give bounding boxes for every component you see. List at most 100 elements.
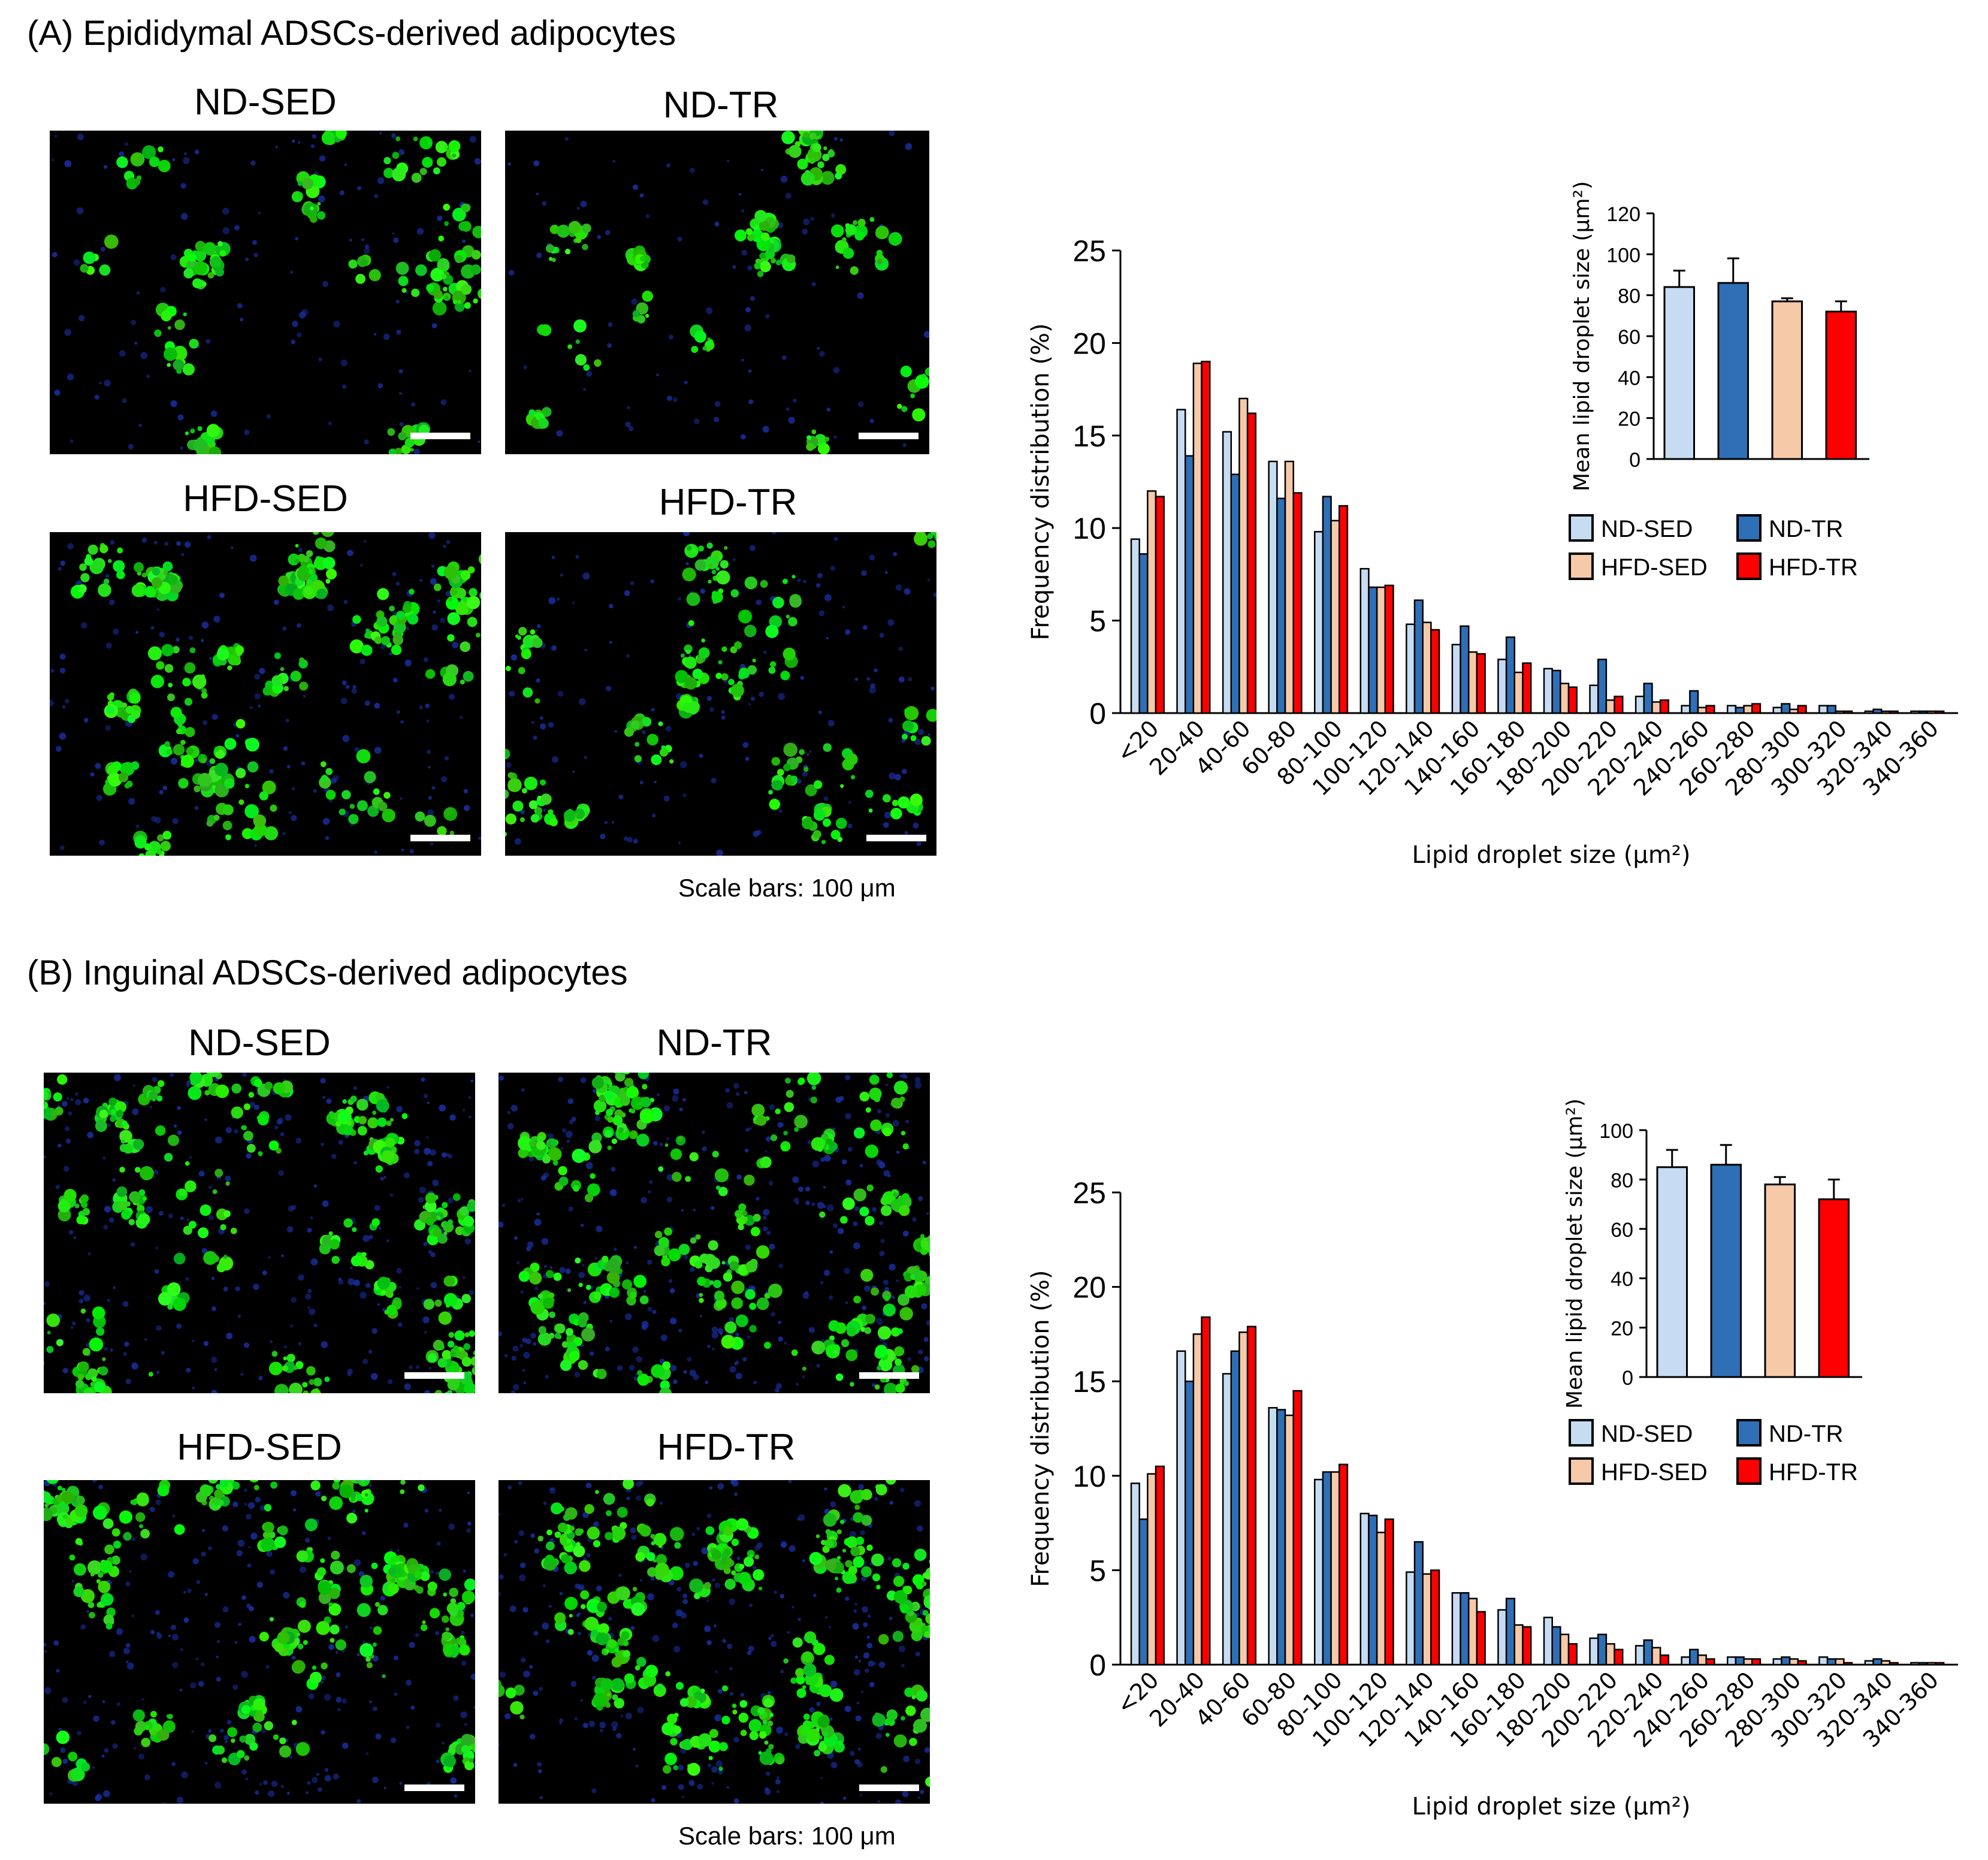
nucleus-dot (212, 1306, 217, 1311)
nucleus-dot (766, 1230, 771, 1236)
nucleus-dot (521, 1088, 525, 1092)
lipid-droplet (768, 790, 773, 795)
nucleus-dot (112, 1178, 116, 1182)
lipid-droplet (174, 319, 185, 330)
bar-nd-tr (1138, 1518, 1149, 1666)
nucleus-dot (380, 644, 386, 650)
lipid-droplet (765, 624, 779, 638)
lipid-droplet (289, 1382, 303, 1393)
bar-nd-sed (1589, 684, 1599, 714)
nucleus-dot (331, 1154, 337, 1160)
legend-swatch (1569, 552, 1594, 580)
nucleus-dot (522, 1369, 525, 1372)
lipid-droplet (443, 1221, 448, 1226)
lipid-droplet (790, 775, 798, 783)
nucleus-dot (690, 1267, 695, 1272)
nucleus-dot (523, 365, 528, 370)
nucleus-dot (70, 439, 74, 443)
lipid-droplet (44, 1106, 46, 1116)
nucleus-dot (430, 1282, 437, 1288)
lipid-droplet (868, 808, 873, 813)
nucleus-dot (780, 176, 788, 183)
nucleus-dot (156, 1370, 160, 1374)
lipid-droplet (537, 795, 542, 801)
nucleus-dot (916, 841, 922, 847)
nucleus-dot (895, 584, 902, 591)
nucleus-dot (339, 190, 345, 195)
lipid-droplet (456, 292, 461, 298)
lipid-droplet (448, 1331, 455, 1338)
nucleus-dot (736, 1092, 740, 1097)
lipid-droplet (206, 424, 220, 437)
nucleus-dot (611, 820, 615, 824)
nucleus-dot (874, 668, 878, 673)
nucleus-dot (474, 158, 481, 165)
lipid-droplet (144, 585, 156, 598)
nucleus-dot (498, 1331, 503, 1337)
lipid-droplet (464, 1382, 475, 1393)
lipid-droplet (797, 158, 808, 170)
lipid-droplet (450, 588, 458, 596)
nucleus-dot (183, 157, 190, 164)
nucleus-dot (281, 1254, 285, 1258)
nucleus-dot (648, 1180, 653, 1185)
y-axis-label: Frequency distribution (%) (1027, 323, 1055, 640)
lipid-droplet (201, 281, 207, 287)
nucleus-dot (441, 1152, 447, 1158)
nucleus-dot (608, 322, 613, 327)
lipid-droplet (119, 1167, 125, 1173)
lipid-droplet (755, 258, 762, 264)
legend-label: ND-SED (1601, 1421, 1693, 1447)
nucleus-dot (829, 1250, 833, 1254)
bar-hfd-sed (1743, 705, 1753, 714)
lipid-droplet (926, 708, 936, 722)
fluorescence-texture (50, 532, 481, 856)
nucleus-dot (184, 152, 187, 155)
bar-nd-sed (1406, 1571, 1416, 1666)
nucleus-dot (778, 809, 782, 813)
lipid-droplet (473, 298, 478, 304)
panel-a-label-nd-tr: ND-TR (663, 84, 779, 126)
nucleus-dot (756, 599, 762, 605)
bar-hfd-sed (1605, 699, 1615, 714)
nucleus-dot (666, 163, 670, 168)
nucleus-dot (857, 401, 864, 407)
fluorescence-texture (44, 1073, 475, 1393)
nucleus-dot (207, 535, 212, 539)
nucleus-dot (444, 756, 449, 761)
lipid-droplet (638, 721, 643, 726)
bar-nd-tr (1184, 455, 1195, 714)
lipid-droplet (575, 237, 582, 243)
nucleus-dot (195, 806, 199, 810)
inset-y-tick-label: 0 (1629, 449, 1640, 472)
nucleus-dot (884, 1287, 889, 1292)
micrograph-b-nd-sed (44, 1073, 475, 1393)
bar-nd-sed (1497, 659, 1507, 714)
nucleus-dot (818, 610, 825, 617)
lipid-droplet (447, 1378, 460, 1391)
lipid-droplet (216, 648, 229, 661)
nucleus-dot (138, 424, 143, 427)
micrograph-b-nd-tr (498, 1073, 930, 1393)
nucleus-dot (700, 588, 705, 594)
lipid-droplet (193, 261, 208, 276)
lipid-droplet (107, 558, 112, 563)
nucleus-dot (923, 331, 929, 338)
nucleus-dot (343, 600, 348, 604)
lipid-droplet (156, 849, 162, 855)
y-tick-label: 15 (1072, 1365, 1106, 1399)
lipid-droplet (675, 670, 688, 683)
nucleus-dot (65, 1139, 71, 1144)
nucleus-dot (672, 1095, 679, 1102)
lipid-droplet (752, 659, 756, 663)
nucleus-dot (769, 1243, 775, 1250)
lipid-droplet (845, 224, 857, 236)
nucleus-dot (624, 1313, 632, 1321)
nucleus-dot (177, 414, 184, 421)
lipid-droplet (99, 1109, 108, 1118)
nucleus-dot (307, 1228, 312, 1233)
nucleus-dot (792, 1176, 799, 1183)
lipid-droplet (386, 1305, 397, 1315)
lipid-droplet (273, 1082, 285, 1095)
lipid-droplet (402, 604, 412, 613)
